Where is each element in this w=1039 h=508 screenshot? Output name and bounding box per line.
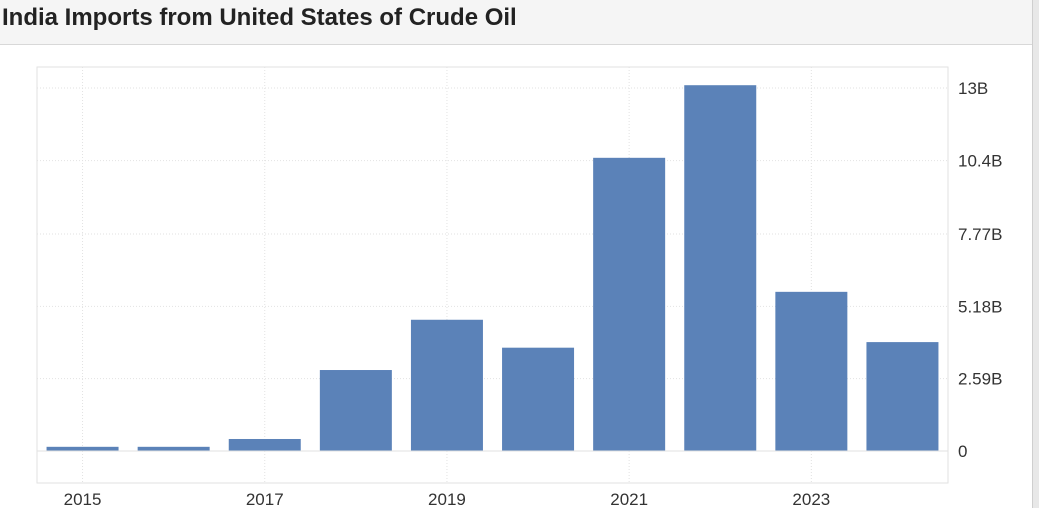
bar-2016 (137, 446, 210, 451)
x-tick-label: 2015 (64, 490, 102, 508)
bar-2020 (502, 347, 575, 451)
bar-2023 (775, 291, 848, 451)
bar-2015 (46, 446, 119, 451)
bar-2018 (319, 370, 392, 451)
y-tick-label: 10.4B (958, 152, 1002, 171)
plot-area-border (36, 66, 949, 484)
y-tick-label: 0 (958, 442, 967, 461)
y-tick-label: 2.59B (958, 370, 1002, 389)
x-tick-label: 2017 (246, 490, 284, 508)
y-tick-label: 5.18B (958, 297, 1002, 316)
x-tick-label: 2023 (792, 490, 830, 508)
bar-2022 (684, 85, 757, 451)
chart-title: India Imports from United States of Crud… (2, 4, 517, 31)
bar-2021 (593, 157, 666, 452)
y-tick-label: 13B (958, 79, 988, 98)
y-tick-label: 7.77B (958, 225, 1002, 244)
window-edge (1032, 0, 1039, 508)
chart-panel: 0 2.59B 5.18B 7.77B 10.4B 13B 2015 2017 2019 2021… (0, 45, 1033, 508)
bar-2017 (228, 438, 301, 451)
x-tick-label: 2019 (428, 490, 466, 508)
title-bar: India Imports from United States of Crud… (0, 0, 1033, 45)
x-tick-label: 2021 (610, 490, 648, 508)
bar-2024 (866, 342, 939, 451)
bar-2019 (410, 319, 483, 451)
bar-chart: 0 2.59B 5.18B 7.77B 10.4B 13B 2015 2017 2019 2021… (36, 66, 1002, 508)
